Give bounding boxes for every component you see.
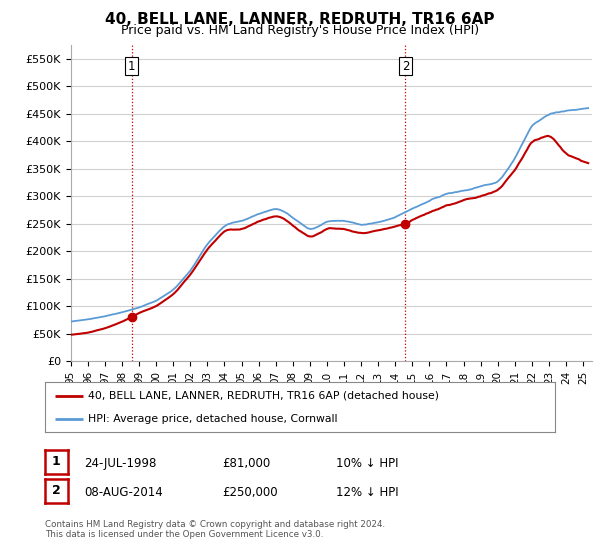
Text: 12% ↓ HPI: 12% ↓ HPI — [336, 486, 398, 500]
Text: 08-AUG-2014: 08-AUG-2014 — [84, 486, 163, 500]
Text: 1: 1 — [128, 60, 136, 73]
Text: £250,000: £250,000 — [222, 486, 278, 500]
Text: HPI: Average price, detached house, Cornwall: HPI: Average price, detached house, Corn… — [88, 414, 338, 424]
Text: 2: 2 — [52, 484, 61, 497]
Text: £81,000: £81,000 — [222, 457, 270, 470]
Text: 10% ↓ HPI: 10% ↓ HPI — [336, 457, 398, 470]
Text: Price paid vs. HM Land Registry's House Price Index (HPI): Price paid vs. HM Land Registry's House … — [121, 24, 479, 37]
Text: 40, BELL LANE, LANNER, REDRUTH, TR16 6AP: 40, BELL LANE, LANNER, REDRUTH, TR16 6AP — [105, 12, 495, 27]
Text: 24-JUL-1998: 24-JUL-1998 — [84, 457, 157, 470]
Text: Contains HM Land Registry data © Crown copyright and database right 2024.
This d: Contains HM Land Registry data © Crown c… — [45, 520, 385, 539]
Text: 40, BELL LANE, LANNER, REDRUTH, TR16 6AP (detached house): 40, BELL LANE, LANNER, REDRUTH, TR16 6AP… — [88, 390, 439, 400]
Text: 2: 2 — [402, 60, 409, 73]
Text: 1: 1 — [52, 455, 61, 468]
